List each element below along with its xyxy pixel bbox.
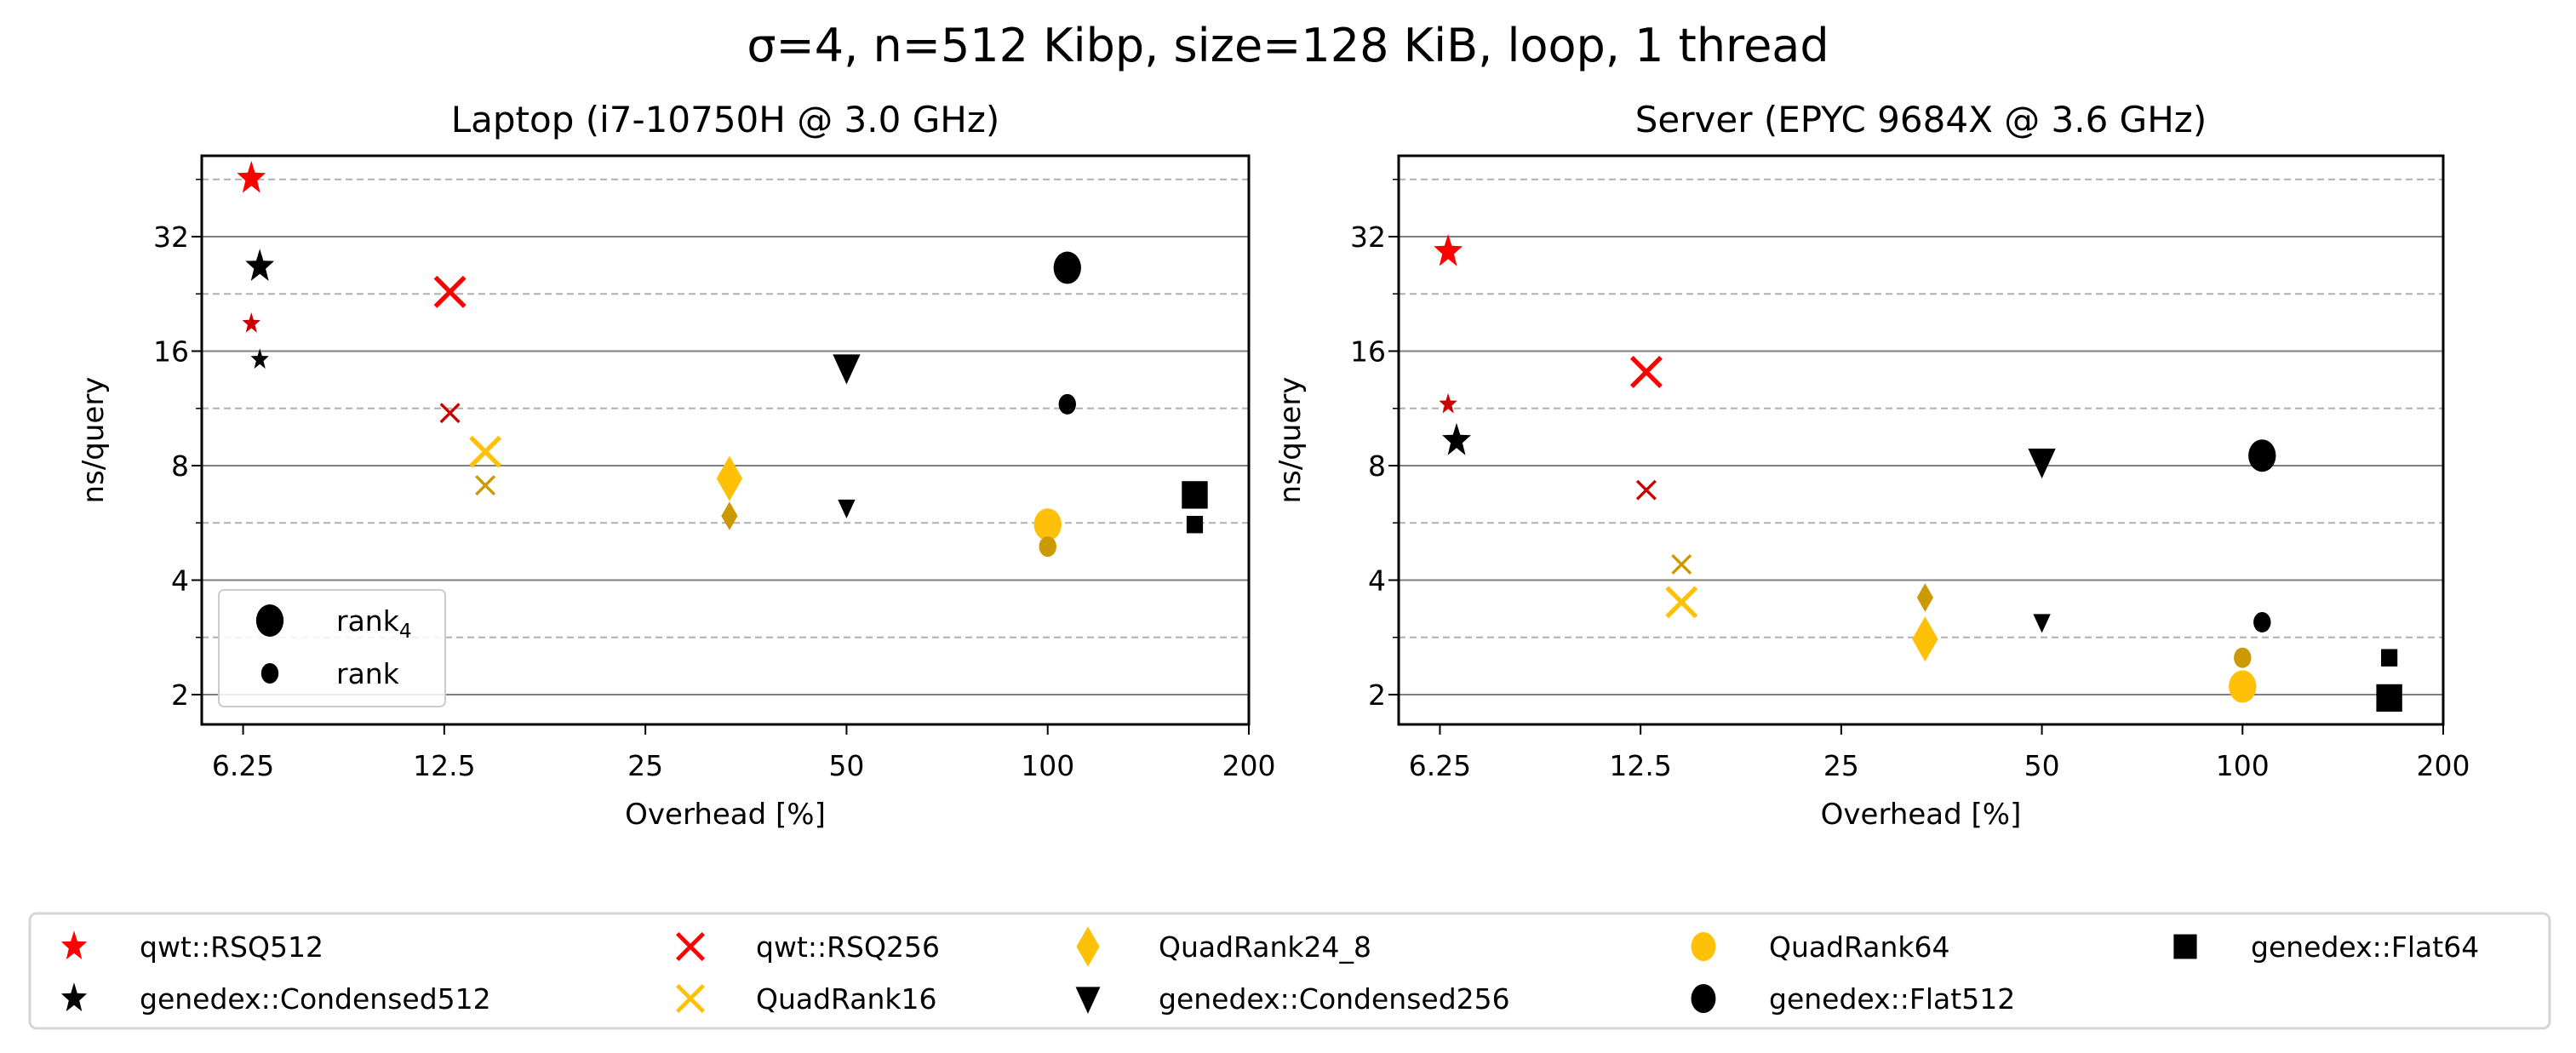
legend-label: QuadRank16 bbox=[756, 982, 937, 1016]
subplot-laptop: 2 4 8 16 32 6.25 12.5 25 50 100 200 Laptop (i7-1075… bbox=[77, 99, 1276, 832]
point-rank-quadrank64 bbox=[2234, 647, 2252, 668]
y-tick-label: 16 bbox=[1350, 335, 1386, 368]
legend-marker bbox=[676, 984, 705, 1013]
legend-label: genedex::Condensed512 bbox=[140, 982, 491, 1016]
y-tick-label: 2 bbox=[1368, 678, 1386, 712]
point-rank-quadrank16 bbox=[1671, 554, 1692, 575]
x-tick-label: 12.5 bbox=[413, 749, 475, 782]
legend-label: genedex::Flat64 bbox=[2251, 930, 2479, 964]
point-rank-quadrank24-8 bbox=[1916, 583, 1933, 612]
point-rank-qwt-rsq512 bbox=[242, 312, 260, 333]
y-tick-label: 8 bbox=[1368, 449, 1386, 483]
point-rank-genedex-condensed512 bbox=[250, 348, 269, 369]
size-legend-marker bbox=[255, 604, 284, 637]
point-rank4-quadrank24-8 bbox=[1912, 616, 1938, 662]
point-rank4-genedex-flat512 bbox=[2248, 439, 2276, 472]
figure-title: σ=4, n=512 Kibp, size=128 KiB, loop, 1 t… bbox=[747, 19, 1829, 72]
point-rank-genedex-flat512 bbox=[1058, 393, 1076, 415]
point-rank-genedex-condensed512 bbox=[1447, 431, 1466, 452]
size-legend-label: rank bbox=[336, 657, 400, 690]
legend-label: qwt::RSQ256 bbox=[756, 930, 940, 964]
y-tick-label: 4 bbox=[171, 564, 189, 597]
subplot-server: 2 4 8 16 32 6.25 12.5 25 50 100 200 Server (EPYC 96… bbox=[1274, 99, 2470, 832]
point-rank-qwt-rsq256 bbox=[439, 403, 461, 424]
y-tick-label: 4 bbox=[1368, 564, 1386, 597]
point-rank-genedex-flat512 bbox=[2253, 611, 2271, 632]
point-rank-genedex-flat64 bbox=[2381, 649, 2398, 667]
legend-label: genedex::Flat512 bbox=[1769, 982, 2015, 1016]
y-tick-label: 8 bbox=[171, 449, 189, 483]
point-rank-qwt-rsq256 bbox=[1635, 479, 1657, 501]
x-tick-label: 50 bbox=[828, 749, 864, 782]
size-legend-subscript: 4 bbox=[399, 621, 412, 643]
legend-marker bbox=[2173, 934, 2197, 959]
y-axis-label: ns/query bbox=[1274, 377, 1308, 504]
legend-marker bbox=[1075, 987, 1101, 1014]
legend-label: QuadRank64 bbox=[1769, 930, 1950, 964]
point-rank4-qwt-rsq256 bbox=[433, 275, 467, 308]
point-rank-quadrank16 bbox=[475, 475, 496, 496]
y-tick-label: 32 bbox=[153, 220, 189, 254]
subplot-title: Server (EPYC 9684X @ 3.6 GHz) bbox=[1635, 99, 2207, 140]
point-rank-quadrank64 bbox=[1039, 536, 1056, 558]
legend-marker bbox=[60, 982, 88, 1012]
legend-label: qwt::RSQ512 bbox=[140, 930, 323, 964]
legend-marker bbox=[676, 932, 705, 961]
size-legend-box bbox=[218, 589, 446, 707]
point-rank4-quadrank64 bbox=[1033, 508, 1062, 541]
x-axis-label: Overhead [%] bbox=[1821, 798, 2022, 832]
point-rank4-quadrank24-8 bbox=[716, 455, 743, 501]
y-tick-label: 2 bbox=[171, 678, 189, 712]
size-legend-text: rank bbox=[336, 604, 400, 638]
point-rank4-qwt-rsq512 bbox=[1434, 233, 1463, 266]
legend-marker bbox=[1691, 932, 1716, 961]
series-legend-box bbox=[28, 912, 2551, 1030]
point-rank-genedex-condensed256 bbox=[2033, 614, 2051, 633]
subplot-title: Laptop (i7-10750H @ 3.0 GHz) bbox=[451, 99, 1000, 140]
point-rank4-quadrank16 bbox=[469, 435, 502, 468]
point-rank-genedex-condensed256 bbox=[838, 499, 856, 519]
point-rank-quadrank24-8 bbox=[721, 501, 738, 530]
legend-marker bbox=[1076, 926, 1100, 967]
point-rank4-genedex-condensed512 bbox=[245, 249, 275, 281]
size-legend-text: rank bbox=[336, 657, 400, 690]
x-tick-label: 12.5 bbox=[1609, 749, 1671, 782]
y-tick-label: 32 bbox=[1350, 220, 1386, 254]
point-rank4-genedex-flat64 bbox=[1182, 481, 1208, 509]
point-rank4-qwt-rsq256 bbox=[1629, 356, 1663, 388]
x-axis-label: Overhead [%] bbox=[625, 798, 826, 832]
x-tick-label: 25 bbox=[627, 749, 663, 782]
point-rank4-genedex-condensed256 bbox=[833, 354, 861, 385]
legend-label: genedex::Condensed256 bbox=[1159, 982, 1510, 1016]
x-tick-label: 100 bbox=[2216, 749, 2270, 782]
y-tick-label: 16 bbox=[153, 335, 189, 368]
point-rank4-genedex-condensed256 bbox=[2028, 448, 2056, 479]
point-rank-genedex-flat64 bbox=[1186, 516, 1204, 534]
point-rank4-quadrank16 bbox=[1665, 586, 1698, 619]
x-tick-label: 6.25 bbox=[212, 749, 274, 782]
x-tick-label: 25 bbox=[1823, 749, 1859, 782]
size-legend-marker bbox=[260, 663, 279, 684]
x-tick-label: 200 bbox=[1222, 749, 1276, 782]
legend-marker bbox=[1691, 984, 1716, 1013]
legend-marker bbox=[60, 930, 88, 960]
point-rank4-quadrank64 bbox=[2229, 670, 2257, 703]
point-rank4-genedex-flat64 bbox=[2376, 684, 2402, 712]
point-rank-qwt-rsq512 bbox=[1439, 392, 1457, 414]
x-tick-label: 100 bbox=[1021, 749, 1074, 782]
x-tick-label: 6.25 bbox=[1409, 749, 1471, 782]
x-tick-label: 200 bbox=[2417, 749, 2470, 782]
axes-frame bbox=[200, 154, 1251, 726]
size-legend-label: rank4 bbox=[336, 604, 411, 643]
point-rank4-genedex-flat512 bbox=[1053, 251, 1081, 284]
y-axis-label: ns/query bbox=[77, 377, 111, 504]
point-rank4-qwt-rsq512 bbox=[237, 160, 266, 193]
legend-label: QuadRank24_8 bbox=[1159, 930, 1371, 964]
axes-frame bbox=[1397, 154, 2445, 726]
x-tick-label: 50 bbox=[2024, 749, 2060, 782]
